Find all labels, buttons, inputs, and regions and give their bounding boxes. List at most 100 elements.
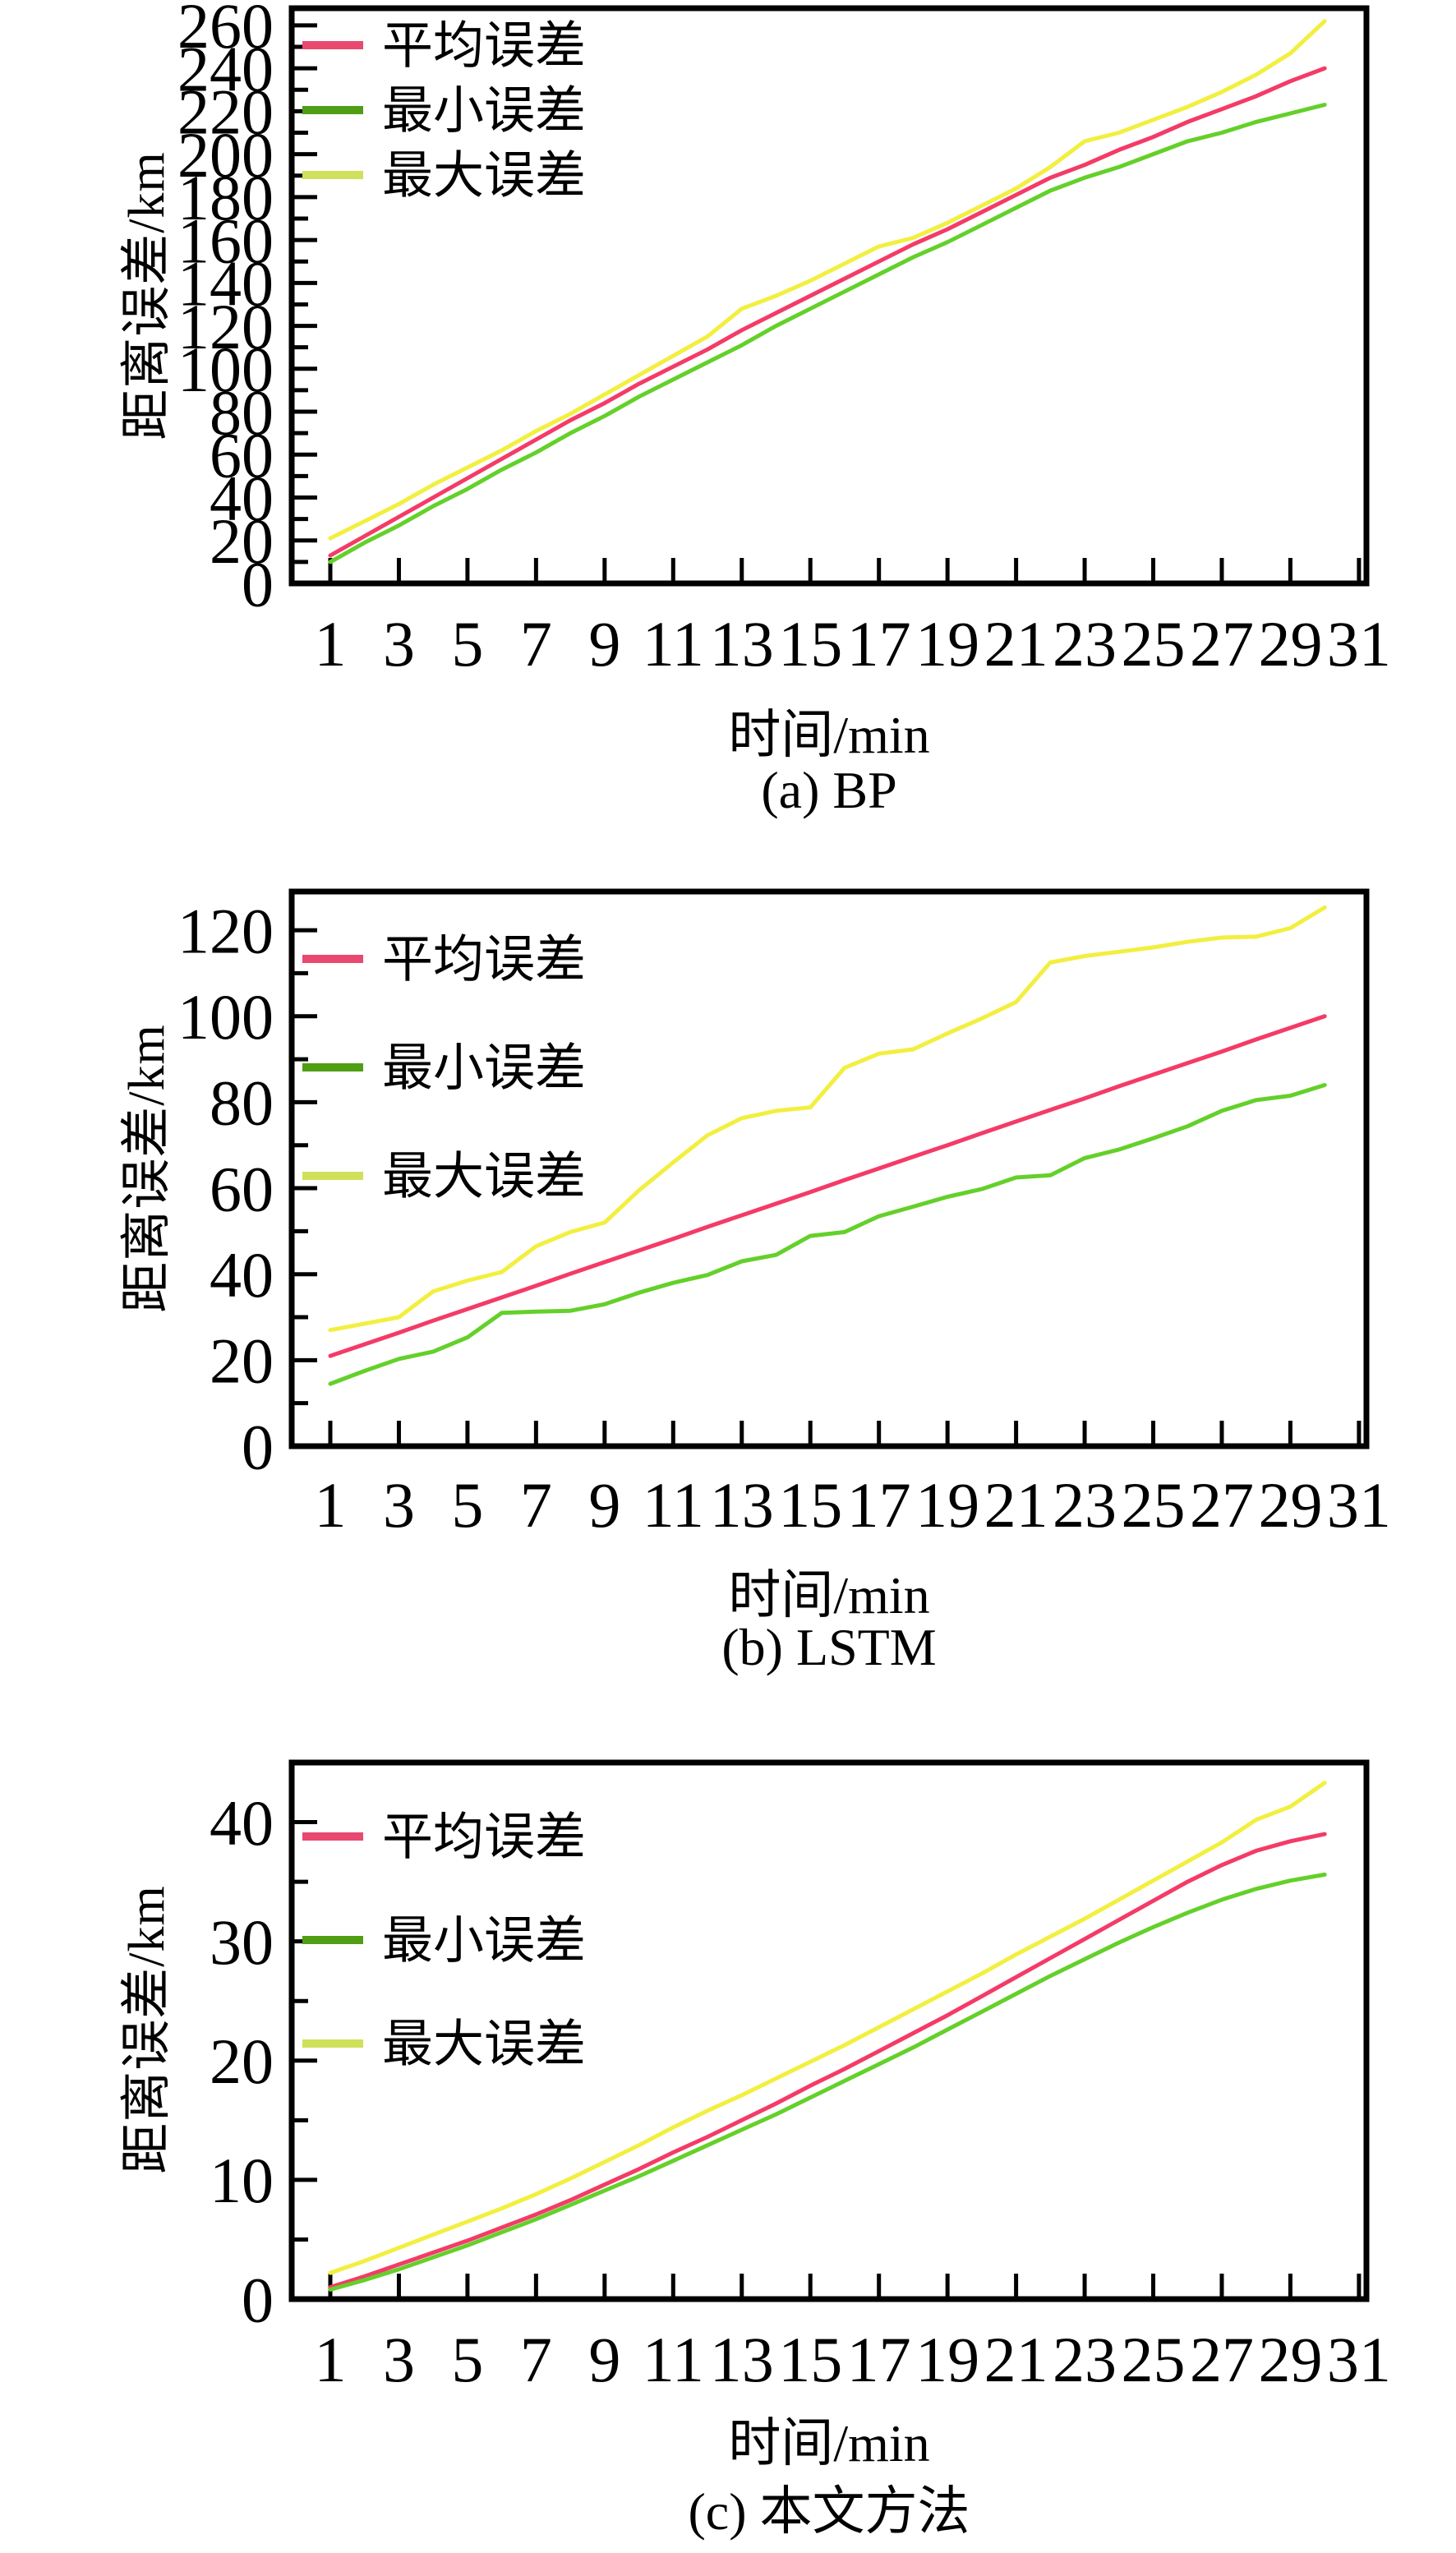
x-axis-title-a: 时间/min [728, 706, 930, 764]
y-tick-label: 180 [177, 162, 274, 233]
y-tick-label: 20 [210, 505, 274, 577]
x-tick-label: 19 [915, 2324, 979, 2395]
legend-label-max: 最大误差 [382, 1150, 586, 1205]
x-tick-label: 7 [520, 2324, 552, 2395]
x-tick-label: 19 [915, 1469, 979, 1541]
legend-label-min: 最小误差 [382, 1914, 586, 1970]
y-tick-label: 140 [177, 248, 274, 320]
x-tick-label: 11 [643, 2324, 704, 2395]
x-tick-label: 21 [984, 1469, 1048, 1541]
y-tick-label: 40 [210, 463, 274, 534]
x-tick-label: 27 [1190, 2324, 1254, 2395]
x-tick-label: 1 [315, 2324, 347, 2395]
y-tick-label: 0 [242, 2264, 274, 2335]
legend-label-max: 最大误差 [382, 149, 586, 205]
x-tick-label: 25 [1122, 608, 1186, 680]
series-line-mean [328, 66, 1327, 558]
x-tick-label: 25 [1122, 2324, 1186, 2395]
legend-label-mean: 平均误差 [382, 933, 586, 988]
x-tick-label: 15 [778, 2324, 842, 2395]
y-tick-label: 20 [210, 1325, 274, 1397]
x-tick-label: 23 [1053, 1469, 1117, 1541]
plot-border [288, 5, 1370, 587]
x-tick-label: 29 [1258, 608, 1322, 680]
series-line-max [328, 1781, 1327, 2275]
y-tick-label: 0 [242, 548, 274, 620]
y-tick-label: 220 [177, 76, 274, 148]
y-tick-label: 40 [210, 1239, 274, 1311]
x-tick-label: 5 [451, 2324, 483, 2395]
x-tick-label: 21 [984, 608, 1048, 680]
x-tick-label: 17 [847, 2324, 911, 2395]
x-tick-label: 7 [520, 1469, 552, 1541]
x-tick-label: 13 [710, 1469, 774, 1541]
y-tick-label: 160 [177, 205, 274, 276]
legend-label-min: 最小误差 [382, 1041, 586, 1097]
legend-label-mean: 平均误差 [382, 19, 586, 75]
x-tick-label: 7 [520, 608, 552, 680]
series-line-mean [328, 1832, 1327, 2289]
legend-label-max: 最大误差 [382, 2017, 586, 2073]
y-tick-label: 120 [177, 895, 274, 966]
x-tick-label: 9 [588, 608, 620, 680]
y-tick-label: 100 [177, 981, 274, 1053]
x-tick-label: 17 [847, 1469, 911, 1541]
series-line-min [328, 103, 1327, 565]
y-tick-label: 260 [177, 0, 274, 62]
y-tick-label: 80 [210, 376, 274, 448]
x-tick-label: 11 [643, 608, 704, 680]
series-line-mean [328, 1014, 1327, 1358]
x-tick-label: 21 [984, 2324, 1048, 2395]
x-tick-label: 13 [710, 2324, 774, 2395]
x-tick-label: 3 [383, 608, 415, 680]
caption-chart-a: (a) BP [761, 761, 897, 819]
y-tick-label: 30 [210, 1906, 274, 1978]
x-tick-label: 29 [1258, 1469, 1322, 1541]
y-tick-label: 0 [242, 1411, 274, 1482]
x-tick-label: 15 [778, 1469, 842, 1541]
caption-chart-b: (b) LSTM [721, 1618, 937, 1676]
x-tick-label: 17 [847, 608, 911, 680]
caption-chart-c: (c) 本文方法 [688, 2482, 970, 2541]
series-line-max [328, 19, 1327, 541]
x-tick-label: 25 [1122, 1469, 1186, 1541]
x-tick-label: 23 [1053, 2324, 1117, 2395]
series-line-max [328, 905, 1327, 1333]
x-axis-title-c: 时间/min [728, 2414, 930, 2472]
y-tick-label: 60 [210, 1153, 274, 1224]
y-tick-label: 40 [210, 1787, 274, 1859]
y-tick-label: 60 [210, 420, 274, 491]
x-tick-label: 9 [588, 2324, 620, 2395]
y-axis-title-b: 距离误差/km [119, 1024, 175, 1313]
x-tick-label: 29 [1258, 2324, 1322, 2395]
y-axis-title-a: 距离误差/km [119, 151, 175, 440]
x-tick-label: 31 [1327, 608, 1391, 680]
y-axis-title-c: 距离误差/km [119, 1885, 175, 2174]
x-tick-label: 3 [383, 2324, 415, 2395]
series-line-min [328, 1872, 1327, 2292]
y-tick-label: 100 [177, 334, 274, 405]
plot-border [288, 888, 1370, 1449]
x-tick-label: 19 [915, 608, 979, 680]
x-tick-label: 5 [451, 1469, 483, 1541]
x-tick-label: 11 [643, 1469, 704, 1541]
x-tick-label: 15 [778, 608, 842, 680]
y-tick-label: 120 [177, 291, 274, 362]
x-tick-label: 13 [710, 608, 774, 680]
x-tick-label: 5 [451, 608, 483, 680]
legend-label-min: 最小误差 [382, 84, 586, 140]
x-tick-label: 27 [1190, 1469, 1254, 1541]
x-tick-label: 1 [315, 1469, 347, 1541]
x-tick-label: 3 [383, 1469, 415, 1541]
series-line-min [328, 1083, 1327, 1386]
x-tick-label: 31 [1327, 2324, 1391, 2395]
y-tick-label: 200 [177, 119, 274, 191]
x-tick-label: 9 [588, 1469, 620, 1541]
y-tick-label: 10 [210, 2145, 274, 2216]
plot-border [288, 1759, 1370, 2302]
legend-label-mean: 平均误差 [382, 1810, 586, 1866]
